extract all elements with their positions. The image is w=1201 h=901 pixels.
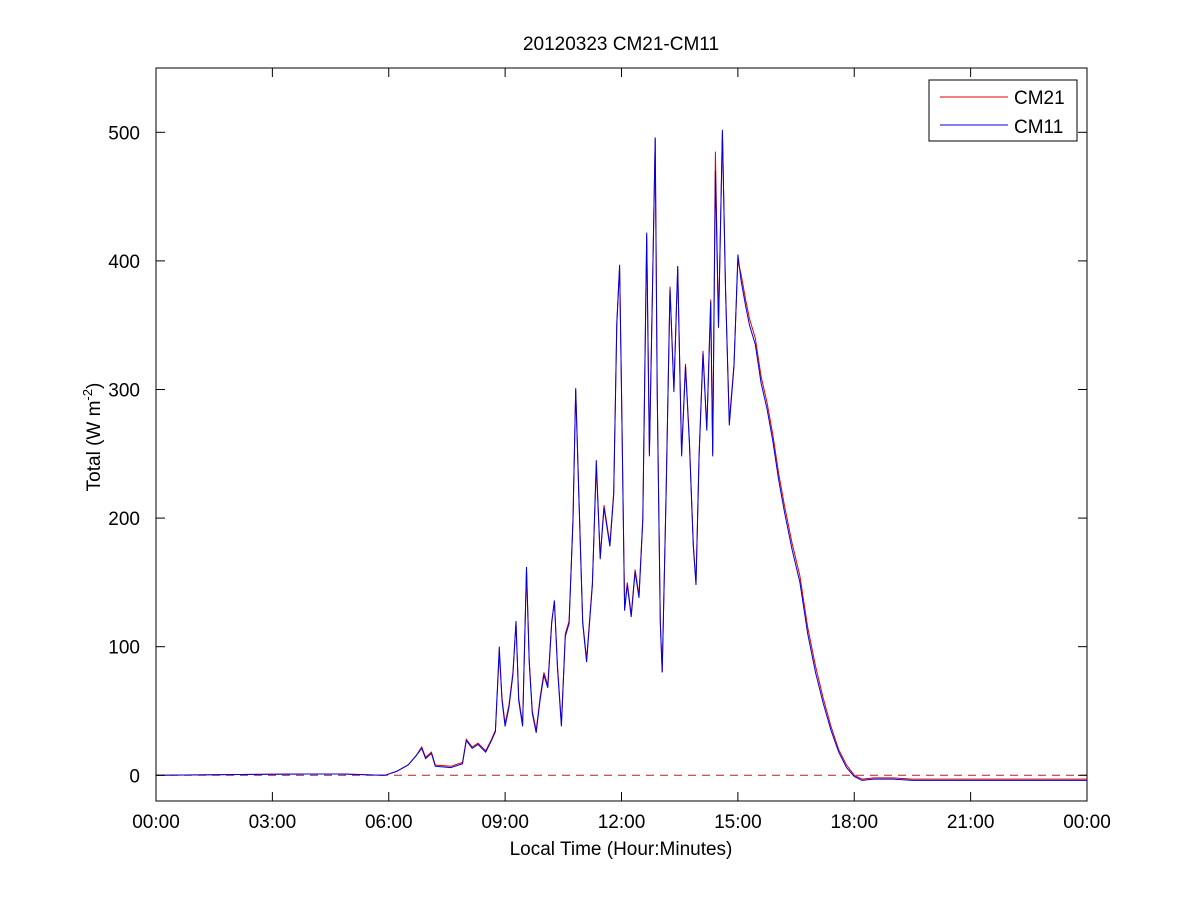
x-tick-label: 12:00: [598, 812, 646, 833]
x-tick-label: 00:00: [1063, 812, 1111, 833]
y-tick-labels: 0 100 200 300 400 500: [108, 123, 140, 787]
x-tick-label: 03:00: [249, 812, 297, 833]
plot-frame: [155, 67, 1088, 802]
plot-area: [155, 67, 1088, 802]
y-tick-label: 500: [108, 123, 140, 144]
legend: CM21 CM11: [928, 79, 1078, 142]
series-line-cm11: [155, 129, 1087, 781]
y-tick-label: 400: [108, 252, 140, 273]
x-tick-label: 06:00: [365, 812, 413, 833]
y-axis-label-superscript: -2: [80, 389, 95, 401]
x-tick-label: 18:00: [830, 812, 878, 833]
axis-ticks: [155, 68, 1088, 801]
y-tick-label: 0: [129, 766, 140, 787]
series-group: [155, 129, 1087, 781]
y-tick-label: 200: [108, 509, 140, 530]
x-tick-label: 00:00: [132, 812, 180, 833]
x-tick-label: 21:00: [947, 812, 995, 833]
chart-title: 20120323 CM21-CM11: [523, 34, 719, 55]
legend-label-cm11: CM11: [1014, 117, 1063, 138]
y-axis-label-main: Total (W m: [84, 401, 105, 492]
y-tick-label: 300: [108, 380, 140, 401]
legend-label-cm21: CM21: [1014, 88, 1065, 109]
x-axis-label: Local Time (Hour:Minutes): [510, 839, 733, 860]
x-tick-label: 15:00: [714, 812, 762, 833]
x-tick-label: 09:00: [481, 812, 529, 833]
x-tick-labels: 00:00 03:00 06:00 09:00 12:00 15:00 18:00 21:00…: [132, 812, 1111, 833]
y-axis-label: Total (W m-2): [80, 383, 105, 492]
legend-box: [928, 79, 1078, 142]
y-tick-label: 100: [108, 638, 140, 659]
y-axis-label-close: ): [84, 383, 105, 389]
